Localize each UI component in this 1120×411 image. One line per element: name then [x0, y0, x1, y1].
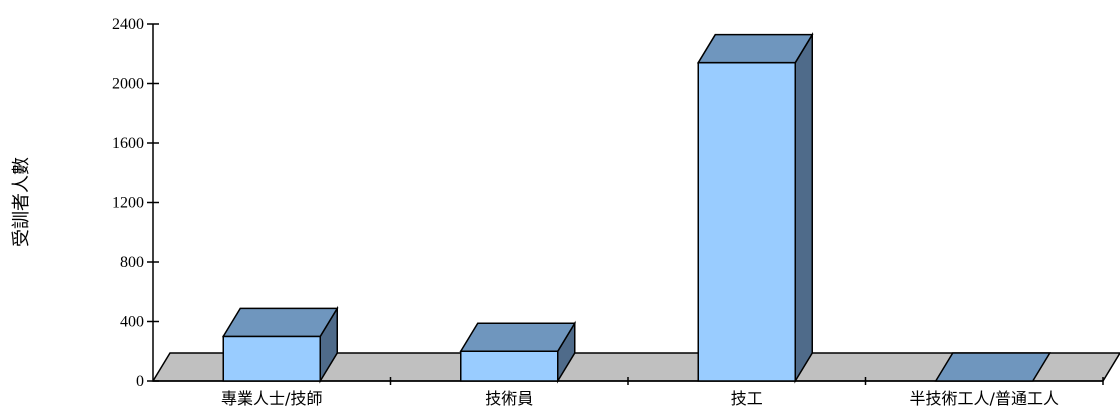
- y-tick-label: 400: [120, 314, 144, 331]
- bar-front-face: [460, 350, 559, 382]
- bar-2: [696, 31, 814, 384]
- bar-top-face: [221, 307, 339, 338]
- bar-3: [934, 352, 1052, 382]
- y-tick-label: 2000: [112, 76, 144, 93]
- bar-side-face: [794, 31, 813, 384]
- bars: [221, 31, 1052, 384]
- bar-front-face: [222, 335, 321, 382]
- bar-top-face: [696, 33, 814, 64]
- bar-top-face: [934, 352, 1052, 382]
- bar-1: [459, 320, 577, 384]
- category-labels: 專業人士/技師 技術員 技工 半技術工人/普通工人: [221, 389, 1059, 408]
- y-axis-title: 受訓者人數: [11, 157, 32, 247]
- y-tick-label: 800: [120, 254, 144, 271]
- bar-front-face: [697, 61, 796, 382]
- x-category-label: 技術員: [485, 389, 533, 408]
- x-category-label: 半技術工人/普通工人: [910, 389, 1059, 408]
- y-tick-label: 0: [136, 373, 144, 390]
- bar-top-face: [459, 322, 577, 352]
- x-category-label: 專業人士/技師: [221, 389, 322, 408]
- y-tick-label: 2400: [112, 16, 144, 33]
- x-category-label: 技工: [731, 389, 763, 408]
- bar-0: [221, 305, 339, 384]
- y-axis: 0 400 800 1200 1600 2000 2400: [112, 16, 159, 390]
- y-tick-label: 1600: [112, 135, 144, 152]
- y-tick-label: 1200: [112, 195, 144, 212]
